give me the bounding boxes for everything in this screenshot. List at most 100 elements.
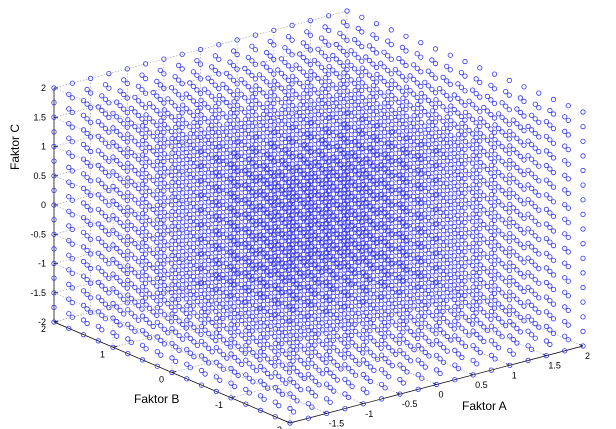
data-point	[400, 45, 404, 49]
data-point	[243, 190, 247, 194]
data-point	[327, 64, 331, 68]
data-point	[284, 279, 288, 283]
data-point	[372, 193, 376, 197]
data-point	[306, 292, 310, 296]
data-point	[350, 296, 354, 300]
data-point	[511, 235, 515, 239]
data-point	[184, 106, 188, 110]
data-point	[430, 58, 434, 62]
data-point	[162, 298, 166, 302]
data-point	[273, 276, 277, 280]
data-point	[155, 247, 159, 251]
data-point	[277, 169, 281, 173]
data-point	[508, 188, 512, 192]
data-point	[328, 181, 332, 185]
data-point	[566, 294, 570, 298]
data-point	[294, 92, 298, 96]
data-point	[151, 163, 155, 167]
data-point	[416, 219, 420, 223]
data-point	[176, 93, 180, 97]
data-point	[133, 271, 137, 275]
data-point	[169, 144, 173, 148]
data-point	[508, 246, 512, 250]
data-point	[126, 176, 130, 180]
data-point	[445, 93, 449, 97]
data-point	[52, 86, 56, 90]
data-point	[438, 225, 442, 229]
data-point	[375, 328, 379, 332]
data-point	[504, 250, 508, 254]
data-point	[361, 234, 365, 238]
data-point	[147, 160, 151, 164]
data-point	[70, 81, 74, 85]
data-point	[214, 324, 218, 328]
data-point	[221, 323, 225, 327]
data-point	[151, 280, 155, 284]
data-point	[357, 333, 361, 337]
data-point	[225, 239, 229, 243]
data-point	[379, 331, 383, 335]
data-point	[343, 187, 347, 191]
data-point	[518, 242, 522, 246]
data-point	[125, 67, 129, 71]
data-point	[273, 356, 277, 360]
data-point	[166, 111, 170, 115]
data-point	[372, 163, 376, 167]
data-point	[299, 285, 303, 289]
data-point	[423, 350, 427, 354]
data-point	[261, 142, 265, 146]
data-point	[463, 227, 467, 231]
data-point	[493, 225, 497, 229]
data-point	[129, 165, 133, 169]
data-point	[277, 257, 281, 261]
data-point	[563, 276, 567, 280]
data-point	[81, 318, 85, 322]
data-point	[489, 222, 493, 226]
data-point	[387, 155, 391, 159]
data-point	[173, 228, 177, 232]
data-point	[324, 265, 328, 269]
data-point	[434, 324, 438, 328]
data-point	[526, 314, 530, 318]
data-point	[125, 198, 129, 202]
data-point	[405, 297, 409, 301]
data-point	[544, 134, 548, 138]
data-point	[218, 247, 222, 251]
data-point	[218, 203, 222, 207]
data-point	[408, 103, 412, 107]
data-point	[264, 80, 268, 84]
data-point	[423, 160, 427, 164]
data-point	[566, 104, 570, 108]
data-point	[437, 116, 441, 120]
data-point	[434, 317, 438, 321]
data-point	[361, 168, 365, 172]
data-point	[310, 390, 314, 394]
data-point	[122, 122, 126, 126]
data-point	[416, 278, 420, 282]
data-point	[188, 249, 192, 253]
data-point	[247, 186, 251, 190]
data-point	[169, 115, 173, 119]
data-point	[416, 256, 420, 260]
data-point	[188, 125, 192, 129]
data-point	[273, 203, 277, 207]
data-point	[118, 103, 122, 107]
data-point	[235, 118, 239, 122]
data-point	[159, 207, 163, 211]
data-point	[434, 258, 438, 262]
data-point	[280, 378, 284, 382]
data-point	[317, 222, 321, 226]
data-point	[511, 352, 515, 356]
data-point	[324, 200, 328, 204]
data-point	[265, 357, 269, 361]
data-point	[334, 86, 338, 90]
data-point	[416, 241, 420, 245]
data-point	[308, 18, 312, 22]
data-point	[100, 211, 104, 215]
data-point	[478, 80, 482, 84]
data-point	[244, 285, 248, 289]
data-point	[265, 210, 269, 214]
data-point	[269, 316, 273, 320]
data-point	[471, 256, 475, 260]
data-point	[367, 58, 371, 62]
